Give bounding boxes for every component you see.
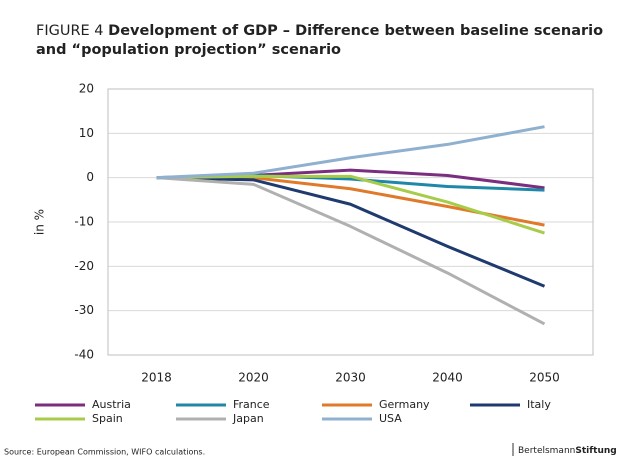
series-line: [156, 176, 546, 288]
series-line: [156, 176, 546, 326]
y-axis-label: in %: [33, 209, 47, 235]
x-tick-label: 2050: [529, 371, 560, 385]
logo-part: Bertelsmann: [518, 446, 575, 456]
y-tick-label: -10: [74, 215, 94, 229]
series-line: [156, 176, 545, 227]
y-tick-label: -30: [74, 303, 94, 317]
legend-label: Spain: [92, 412, 123, 425]
x-tick-label: 2018: [141, 371, 172, 385]
legend-label: Italy: [527, 398, 551, 411]
y-tick-label: -20: [74, 259, 94, 273]
plot-frame: [107, 88, 594, 356]
y-tick-label: 20: [79, 82, 94, 96]
series-line: [156, 174, 545, 235]
source: Source: European Commission, WIFO calcul…: [4, 448, 205, 457]
x-tick-label: 2040: [432, 371, 463, 385]
legend-label: Germany: [379, 398, 430, 411]
chart-title: Development of GDP – Difference between …: [36, 23, 604, 58]
y-tick-label: -40: [74, 348, 94, 362]
y-tick-label: 0: [86, 170, 94, 184]
legend-label: USA: [379, 412, 402, 425]
legend-label: France: [233, 398, 270, 411]
x-tick-label: 2030: [335, 371, 366, 385]
logo-part: Stiftung: [575, 446, 616, 456]
legend-label: Japan: [232, 412, 264, 425]
series-line: [156, 125, 545, 180]
chart-title-block: FIGURE 4 Development of GDP – Difference…: [36, 22, 636, 60]
legend-label: Austria: [92, 398, 131, 411]
y-tick-label: 10: [79, 126, 94, 140]
logo: BertelsmannStiftung: [518, 446, 617, 456]
figure-label: FIGURE 4: [36, 23, 104, 39]
x-tick-label: 2020: [238, 371, 269, 385]
